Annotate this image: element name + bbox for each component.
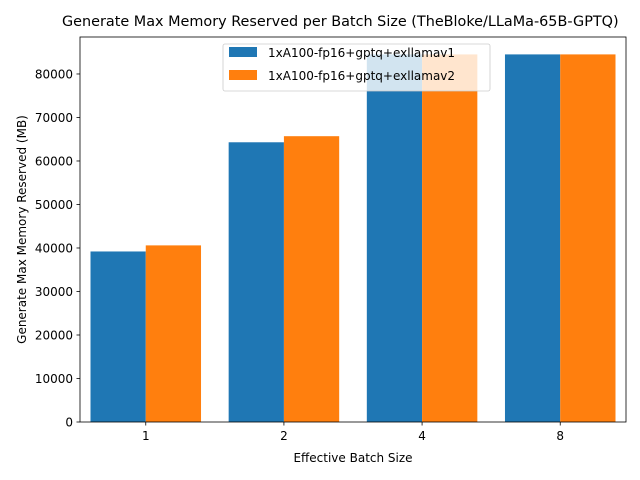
- bar-series-1-batch-2: [228, 142, 284, 422]
- bar-series-1-batch-1: [90, 251, 146, 422]
- y-tick-label: 70000: [35, 111, 73, 125]
- y-tick-label: 20000: [35, 328, 73, 342]
- legend-label-series-2: 1xA100-fp16+gptq+exllamav2: [268, 69, 455, 83]
- x-tick-label: 8: [556, 429, 564, 443]
- y-tick-label: 60000: [35, 154, 73, 168]
- bar-series-2-batch-2: [283, 136, 340, 422]
- y-tick-label: 0: [65, 415, 73, 429]
- x-tick-label: 4: [418, 429, 426, 443]
- plot-frame: [79, 36, 627, 423]
- legend-swatch-series-1: [229, 47, 257, 57]
- x-axis-label: Effective Batch Size: [293, 451, 412, 465]
- legend-swatch-series-2: [229, 70, 257, 80]
- x-tick-label: 1: [142, 429, 150, 443]
- legend-box: [222, 43, 491, 92]
- chart-title: Generate Max Memory Reserved per Batch S…: [62, 14, 619, 30]
- x-axis-ticks: 1 2 4 8: [142, 422, 564, 443]
- y-tick-label: 40000: [35, 241, 73, 255]
- bar-series-1-batch-8: [504, 54, 561, 423]
- legend-label-series-1: 1xA100-fp16+gptq+exllamav1: [268, 46, 455, 60]
- bar-series-2-batch-1: [145, 245, 202, 422]
- x-tick-label: 2: [280, 429, 288, 443]
- bar-series-2-batch-8: [560, 54, 616, 423]
- y-axis-label: Generate Max Memory Reserved (MB): [15, 115, 29, 344]
- bar-series-1-batch-4: [366, 54, 423, 423]
- bars-group: [90, 54, 616, 423]
- y-tick-label: 50000: [35, 198, 73, 212]
- y-tick-label: 10000: [35, 372, 73, 386]
- y-tick-label: 80000: [35, 67, 73, 81]
- y-tick-label: 30000: [35, 285, 73, 299]
- legend: 1xA100-fp16+gptq+exllamav1 1xA100-fp16+g…: [222, 43, 491, 92]
- y-axis-ticks: 0 10000 20000 30000 40000 50000 60000 70000 8000…: [35, 67, 80, 429]
- bar-series-2-batch-4: [422, 54, 478, 423]
